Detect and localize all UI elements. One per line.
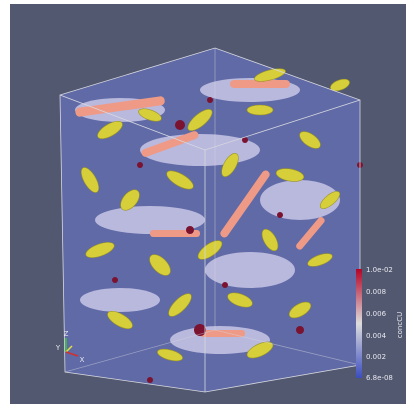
colorbar-label: 1.0e-02 [366,266,393,274]
colorbar-label: 0.004 [366,332,387,340]
colorbar-label: 6.8e-08 [366,374,393,382]
axis-label: Y [55,344,61,352]
colorbar-label: 0.008 [366,288,386,296]
colorbar-label: 0.006 [366,310,387,318]
axis-label: Z [64,330,69,338]
color-bar [356,269,362,378]
colorbar-title: concCU [396,312,404,338]
colorbar-label: 0.002 [366,353,386,361]
axis-label: X [80,356,85,364]
render-view: Z Y X 1.0e-02 0.008 0.006 0.004 0.002 6.… [0,0,414,408]
